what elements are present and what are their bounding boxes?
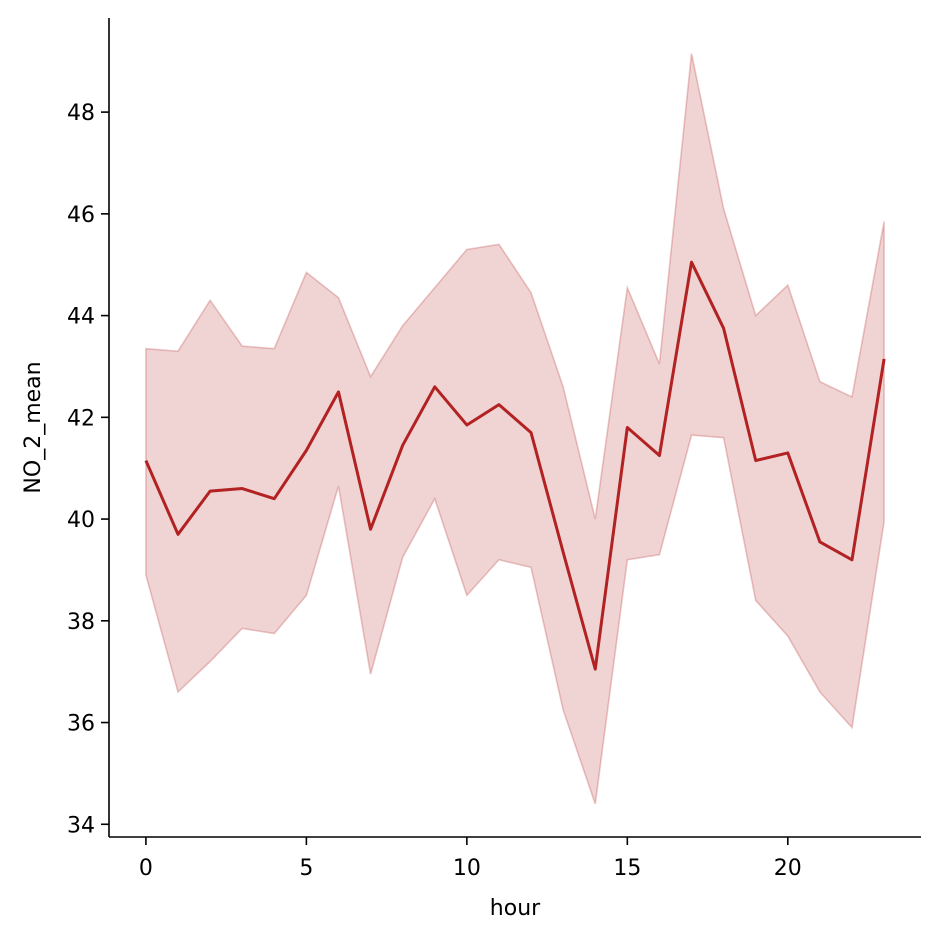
mean-line xyxy=(144,260,886,671)
y-tick-label: 40 xyxy=(67,508,95,533)
y-tick-label: 44 xyxy=(67,305,95,330)
y-axis-ticks: 34 36 38 40 42 44 46 48 xyxy=(67,101,109,838)
x-tick-label: 15 xyxy=(613,856,641,881)
y-tick-label: 42 xyxy=(67,406,95,431)
x-axis-ticks: 0 5 10 15 20 xyxy=(139,837,802,881)
y-tick-label: 34 xyxy=(67,813,95,838)
confidence-band xyxy=(145,53,885,805)
mean-line-layer xyxy=(144,260,886,671)
x-tick-label: 20 xyxy=(774,856,802,881)
x-tick-label: 10 xyxy=(453,856,481,881)
y-axis-label: NO_2_mean xyxy=(21,361,46,493)
y-tick-label: 38 xyxy=(67,610,95,635)
y-tick-label: 48 xyxy=(67,101,95,126)
axes xyxy=(108,18,921,838)
y-tick-label: 46 xyxy=(67,203,95,228)
x-axis-label: hour xyxy=(490,896,541,921)
y-tick-label: 36 xyxy=(67,712,95,737)
confidence-band-layer xyxy=(145,53,885,805)
x-tick-label: 5 xyxy=(299,856,313,881)
x-tick-label: 0 xyxy=(139,856,153,881)
